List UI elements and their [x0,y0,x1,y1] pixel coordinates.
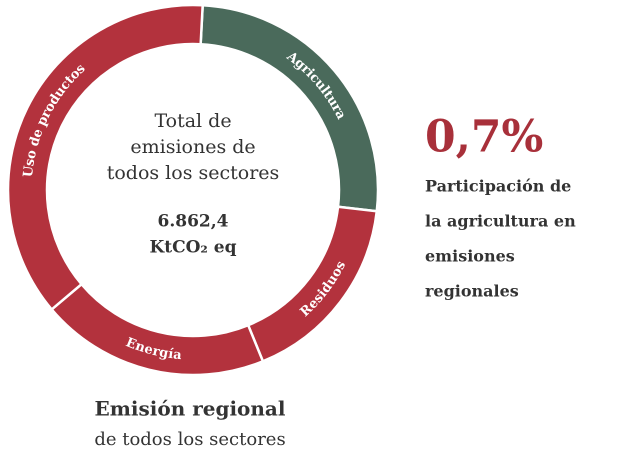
donut-segment [49,282,265,377]
highlight-text: la agricultura en [425,212,576,231]
highlight-text: emisiones [425,247,515,266]
center-text: todos los sectores [107,162,280,184]
center-text: emisiones de [130,136,255,158]
donut-segment [246,205,379,363]
highlight-text: regionales [425,282,519,301]
highlight: 0,7% [425,112,543,163]
footer-title: Emisión regional [95,397,286,421]
footer-subtitle: de todos los sectores [94,429,285,450]
center-text: Total de [154,110,231,132]
highlight-text: Participación de [425,177,571,196]
center-value: 6.862,4 [158,212,229,232]
center-unit: KtCO₂ eq [149,238,236,258]
donut-segment [6,3,204,312]
